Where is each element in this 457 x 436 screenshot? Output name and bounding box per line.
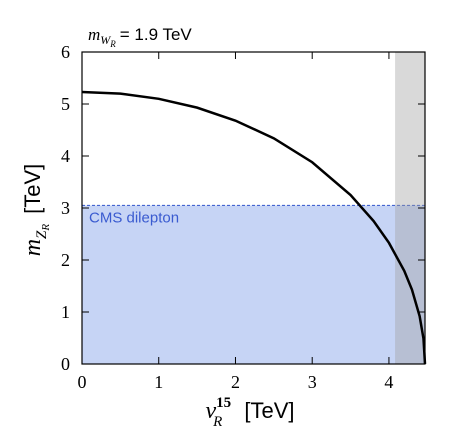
y-tick-label: 4: [61, 146, 70, 166]
title-symbol: m: [88, 25, 100, 44]
y-tick-label: 1: [61, 302, 70, 322]
region-label: CMS dilepton: [89, 209, 179, 226]
y-tick-label: 0: [61, 354, 70, 374]
y-label-sub: Z: [34, 230, 50, 239]
x-axis-label: v15 R [TeV]: [206, 395, 295, 430]
x-label-symbol: v: [206, 398, 217, 424]
line: [81, 90, 427, 365]
y-tick-label: 5: [61, 94, 70, 114]
x-tick-label: 0: [78, 372, 87, 392]
y-label-unit: [TeV]: [20, 164, 45, 214]
x-tick-label: 4: [384, 372, 393, 392]
title-sub: W: [100, 33, 111, 47]
y-label-symbol: m: [20, 239, 46, 256]
x-label-sup: 15: [216, 395, 231, 411]
x-label-unit: [TeV]: [244, 398, 294, 423]
x-tick-label: 1: [154, 372, 163, 392]
y-label-subsub: R: [40, 224, 52, 232]
region: [82, 205, 425, 364]
y-tick-label: 6: [61, 42, 70, 62]
chart-title: mWR = 1.9 TeV: [88, 25, 192, 49]
x-tick-label: 2: [231, 372, 240, 392]
x-tick-label: 3: [308, 372, 317, 392]
x-label-sub: R: [212, 414, 222, 430]
title-subsub: R: [109, 39, 116, 49]
title-text: = 1.9 TeV: [120, 25, 193, 44]
y-tick-label: 3: [61, 198, 70, 218]
y-axis-label: mZR [TeV]: [20, 164, 52, 257]
y-tick-label: 2: [61, 250, 70, 270]
